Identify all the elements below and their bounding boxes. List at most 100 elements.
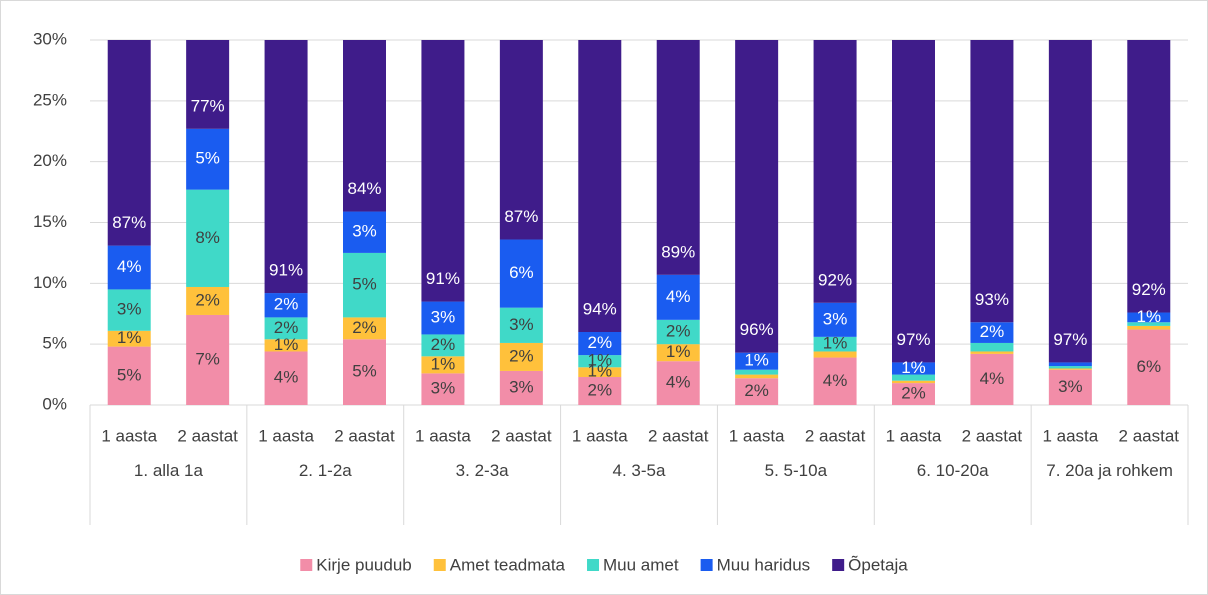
bar-segment (499, 40, 543, 240)
data-label: 93% (975, 290, 1009, 309)
bar-segment (107, 289, 151, 331)
bar-segment (499, 239, 543, 308)
x-tick-label: 1 aasta (886, 426, 942, 445)
bar-segment (186, 314, 230, 405)
data-label: 2% (352, 318, 377, 337)
data-label: 87% (112, 213, 146, 232)
data-label: 92% (818, 270, 852, 289)
bar-segment (1048, 366, 1092, 369)
data-label: 4% (117, 257, 142, 276)
data-label: 1% (587, 351, 612, 370)
bar-segment (186, 128, 230, 190)
bar-segment (656, 274, 700, 320)
y-tick-label: 20% (33, 151, 67, 170)
bar-segment (421, 356, 465, 374)
data-label: 3% (823, 309, 848, 328)
group-label: 7. 20a ja rohkem (1046, 461, 1173, 480)
bar-segment (813, 40, 857, 303)
legend-swatch (433, 559, 446, 571)
bar-segment (186, 40, 230, 129)
x-tick-label: 2 aastat (648, 426, 709, 445)
data-label: 3% (117, 300, 142, 319)
data-label: 5% (352, 275, 377, 294)
x-tick-label: 1 aasta (101, 426, 157, 445)
bar-segment (578, 377, 622, 405)
bar-segment (578, 355, 622, 368)
data-label: 3% (509, 377, 534, 396)
data-label: 3% (1058, 377, 1083, 396)
group-label: 3. 2-3a (455, 461, 509, 480)
data-label: 97% (896, 330, 930, 349)
bar-segment (735, 374, 779, 379)
data-label: 1% (823, 334, 848, 353)
data-label: 4% (274, 368, 299, 387)
bar-segment (735, 369, 779, 375)
x-tick-label: 1 aasta (729, 426, 785, 445)
group-label: 6. 10-20a (916, 461, 989, 480)
data-label: 1% (901, 358, 926, 377)
y-tick-label: 10% (33, 273, 67, 292)
bar-segment (1048, 369, 1092, 405)
data-label: 3% (431, 379, 456, 398)
bar-segment (813, 357, 857, 405)
bar-segment (578, 40, 622, 332)
data-label: 3% (509, 315, 534, 334)
legend-label: Muu haridus (717, 555, 811, 574)
bar-segment (892, 40, 935, 363)
bar-segment (1127, 312, 1171, 323)
data-label: 2% (587, 380, 612, 399)
data-label: 92% (1132, 280, 1166, 299)
bar-segment (421, 334, 465, 357)
bar-segment (578, 332, 622, 356)
bar-segment (499, 370, 543, 405)
bar-segment (813, 302, 857, 337)
data-label: 5% (117, 365, 142, 384)
bar-segment (892, 380, 935, 384)
data-label: 91% (426, 269, 460, 288)
legend-swatch (300, 559, 313, 571)
data-label: 7% (195, 349, 220, 368)
bar-segment (1127, 325, 1171, 330)
data-label: 91% (269, 261, 303, 280)
group-label: 1. alla 1a (133, 461, 203, 480)
bar-segment (421, 301, 465, 335)
data-label: 1% (431, 354, 456, 373)
bar-segment (656, 40, 700, 275)
data-label: 2% (431, 335, 456, 354)
data-label: 2% (744, 381, 769, 400)
bar-segment (1127, 322, 1171, 326)
data-label: 2% (195, 290, 220, 309)
bar-segment (343, 339, 386, 405)
data-label: 8% (195, 228, 220, 247)
bar-segment (656, 361, 700, 405)
x-tick-label: 1 aasta (572, 426, 628, 445)
bar-segment (343, 40, 386, 212)
bar-segment (499, 342, 543, 371)
bar-segment (343, 317, 386, 340)
bar-segment (813, 351, 857, 358)
data-label: 2% (587, 333, 612, 352)
data-label: 2% (274, 318, 299, 337)
data-label: 5% (195, 149, 220, 168)
bar-segment (264, 40, 308, 294)
legend-label: Amet teadmata (450, 555, 566, 574)
x-tick-label: 1 aasta (258, 426, 314, 445)
bar-segment (970, 353, 1014, 405)
data-label: 84% (347, 179, 381, 198)
legend-label: Muu amet (603, 555, 679, 574)
x-tick-label: 1 aasta (1042, 426, 1098, 445)
data-label: 4% (980, 369, 1005, 388)
bar-segment (892, 362, 935, 375)
y-tick-label: 25% (33, 90, 67, 109)
legend-label: Kirje puudub (316, 555, 411, 574)
x-tick-label: 2 aastat (805, 426, 866, 445)
group-label: 2. 1-2a (298, 461, 352, 480)
data-label: 1% (274, 335, 299, 354)
x-tick-label: 2 aastat (491, 426, 552, 445)
data-label: 1% (666, 342, 691, 361)
x-tick-label: 2 aastat (334, 426, 395, 445)
data-label: 2% (509, 346, 534, 365)
legend-swatch (832, 559, 845, 571)
